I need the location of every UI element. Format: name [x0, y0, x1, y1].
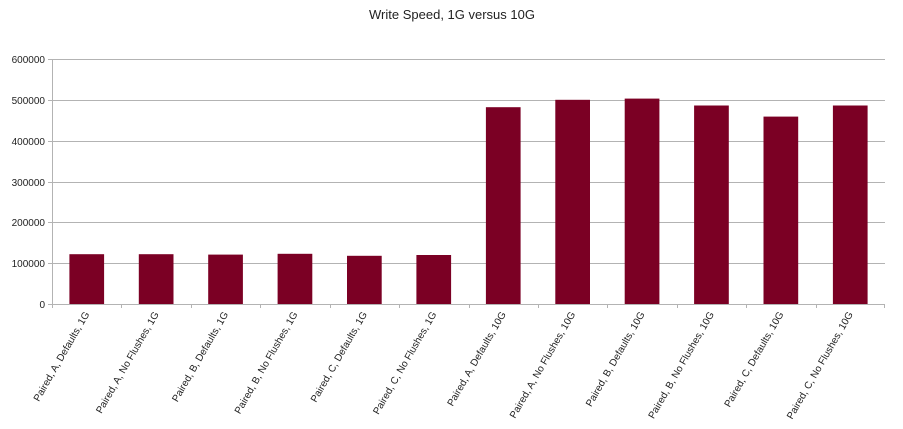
- x-tick-labels: Paired, A, Defaults, 1G Paired, A, No Flu…: [32, 310, 856, 422]
- bar: [347, 255, 382, 304]
- x-tick-label: Paired, A, Defaults, 1G: [32, 310, 92, 404]
- x-tick-label: Paired, A, No Flushes, 1G: [94, 310, 161, 416]
- x-tick-label: Paired, B, Defaults, 10G: [584, 310, 648, 409]
- x-tick-label: Paired, B, No Flushes, 1G: [233, 310, 301, 416]
- y-tick-label: 0: [39, 300, 45, 311]
- y-tick-label: 100000: [12, 259, 46, 270]
- y-tick-labels: 0 100000 200000 300000 400000 500000 600000: [12, 55, 46, 311]
- y-tick-label: 200000: [12, 218, 46, 229]
- axes: [48, 59, 885, 308]
- chart-title: Write Speed, 1G versus 10G: [369, 7, 535, 22]
- bars: [69, 98, 868, 304]
- bar: [416, 255, 452, 304]
- bar: [485, 107, 521, 304]
- bar: [694, 105, 729, 304]
- x-tick-label: Paired, B, Defaults, 1G: [170, 310, 231, 404]
- bar: [763, 116, 799, 304]
- bar: [208, 254, 243, 304]
- x-tick-label: Paired, C, Defaults, 1G: [309, 310, 370, 405]
- y-tick-label: 600000: [12, 55, 46, 66]
- y-tick-label: 400000: [12, 137, 46, 148]
- bar: [832, 105, 868, 304]
- bar: [277, 253, 313, 304]
- bar: [555, 99, 590, 304]
- gridlines: [52, 59, 885, 264]
- bar: [138, 254, 174, 304]
- bar: [69, 254, 105, 304]
- y-tick-label: 500000: [12, 96, 46, 107]
- x-tick-label: Paired, A, No Flushes, 10G: [508, 310, 578, 421]
- bar: [624, 98, 660, 304]
- x-tick-label: Paired, C, Defaults, 10G: [723, 310, 787, 410]
- x-tick-label: Paired, B, No Flushes, 10G: [647, 310, 717, 421]
- x-tick-label: Paired, A, Defaults, 10G: [446, 310, 509, 409]
- x-tick-label: Paired, C, No Flushes, 10G: [785, 310, 856, 422]
- y-tick-label: 300000: [12, 178, 46, 189]
- x-tick-label: Paired, C, No Flushes, 1G: [372, 310, 440, 417]
